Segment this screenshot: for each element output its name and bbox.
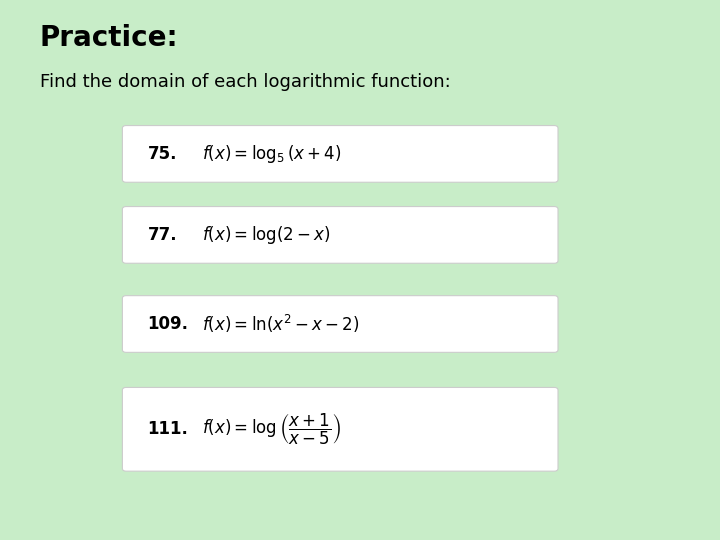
Text: 77.: 77. bbox=[148, 226, 177, 244]
Text: 111.: 111. bbox=[148, 420, 189, 438]
FancyBboxPatch shape bbox=[122, 388, 558, 471]
Text: 75.: 75. bbox=[148, 145, 177, 163]
Text: $f(x) = \log\left(\dfrac{x + 1}{x - 5}\right)$: $f(x) = \log\left(\dfrac{x + 1}{x - 5}\r… bbox=[202, 411, 341, 447]
Text: Find the domain of each logarithmic function:: Find the domain of each logarithmic func… bbox=[40, 73, 450, 91]
Text: Practice:: Practice: bbox=[40, 24, 179, 52]
Text: $f(x) = \ln(x^2 - x - 2)$: $f(x) = \ln(x^2 - x - 2)$ bbox=[202, 313, 359, 335]
FancyBboxPatch shape bbox=[122, 206, 558, 263]
FancyBboxPatch shape bbox=[122, 126, 558, 183]
Text: 109.: 109. bbox=[148, 315, 189, 333]
FancyBboxPatch shape bbox=[122, 296, 558, 352]
Text: $f(x) = \log_5(x + 4)$: $f(x) = \log_5(x + 4)$ bbox=[202, 143, 341, 165]
Text: $f(x) = \log(2 - x)$: $f(x) = \log(2 - x)$ bbox=[202, 224, 330, 246]
